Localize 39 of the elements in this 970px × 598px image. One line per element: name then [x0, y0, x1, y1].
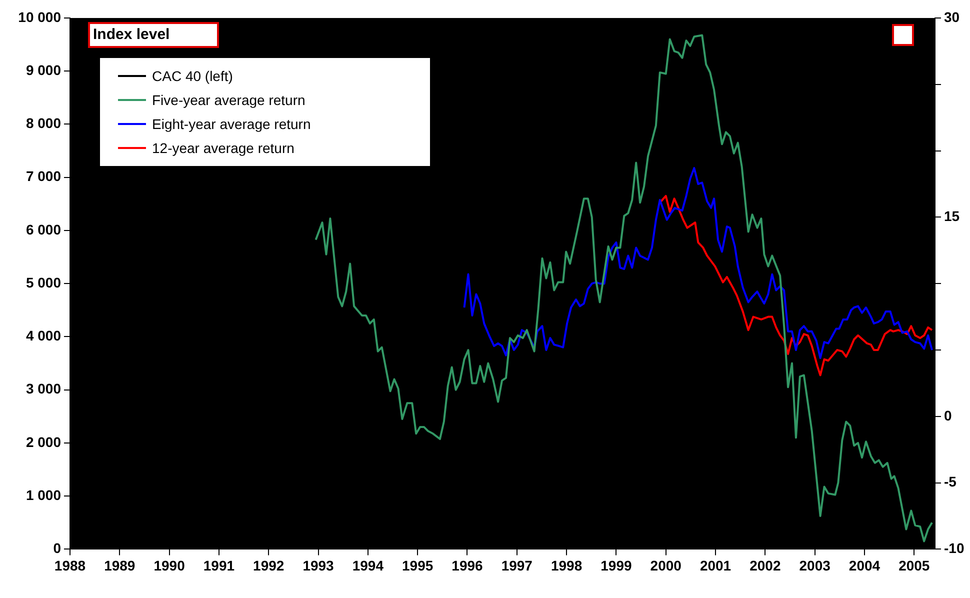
x-tick-label: 2001 — [700, 557, 732, 574]
x-tick-label: 1997 — [501, 557, 533, 574]
x-tick-label: 1989 — [104, 557, 136, 574]
y-tick-label: 5 000 — [26, 274, 62, 290]
x-tick-label: 2000 — [650, 557, 682, 574]
y-tick-label: 0 — [53, 540, 62, 556]
x-tick-label: 1993 — [302, 557, 334, 574]
x-tick-label: 1995 — [402, 557, 434, 574]
x-tick-label: 2004 — [848, 557, 880, 574]
y-tick-label: 7 000 — [26, 168, 62, 184]
legend-label: Eight-year average return — [152, 116, 311, 132]
y-tick-label: 6 000 — [26, 221, 62, 238]
y2-tick-label: -10 — [944, 540, 964, 556]
y-tick-label: 2 000 — [26, 434, 62, 450]
y2-tick-label: 30 — [944, 8, 960, 25]
legend-label: 12-year average return — [152, 140, 294, 156]
x-tick-label: 1992 — [253, 557, 284, 574]
x-tick-label: 2003 — [799, 557, 831, 574]
x-tick-label: 1994 — [352, 557, 384, 574]
x-tick-label: 2005 — [898, 557, 930, 574]
x-tick-label: 1996 — [452, 557, 484, 574]
y2-tick-label: 0 — [944, 407, 952, 424]
y-tick-label: 1 000 — [26, 486, 62, 503]
x-tick-label: 1991 — [203, 557, 235, 574]
x-tick-label: 1988 — [54, 557, 86, 574]
y-tick-label: 10 000 — [18, 8, 62, 25]
x-tick-label: 1990 — [154, 557, 186, 574]
y2-tick-label: -5 — [944, 474, 957, 490]
y-tick-label: 4 000 — [26, 328, 62, 344]
y-tick-label: 3 000 — [26, 380, 62, 397]
y2-tick-label: 15 — [944, 208, 960, 224]
y-axis-title: Index level — [93, 25, 170, 45]
legend-label: Five-year average return — [152, 92, 306, 108]
legend-label: CAC 40 (left) — [152, 68, 233, 84]
x-tick-label: 1999 — [600, 557, 632, 574]
x-tick-label: 1998 — [550, 557, 582, 574]
y-tick-label: 9 000 — [26, 62, 62, 78]
y-tick-label: 8 000 — [26, 115, 62, 132]
x-tick-label: 2002 — [750, 557, 781, 574]
